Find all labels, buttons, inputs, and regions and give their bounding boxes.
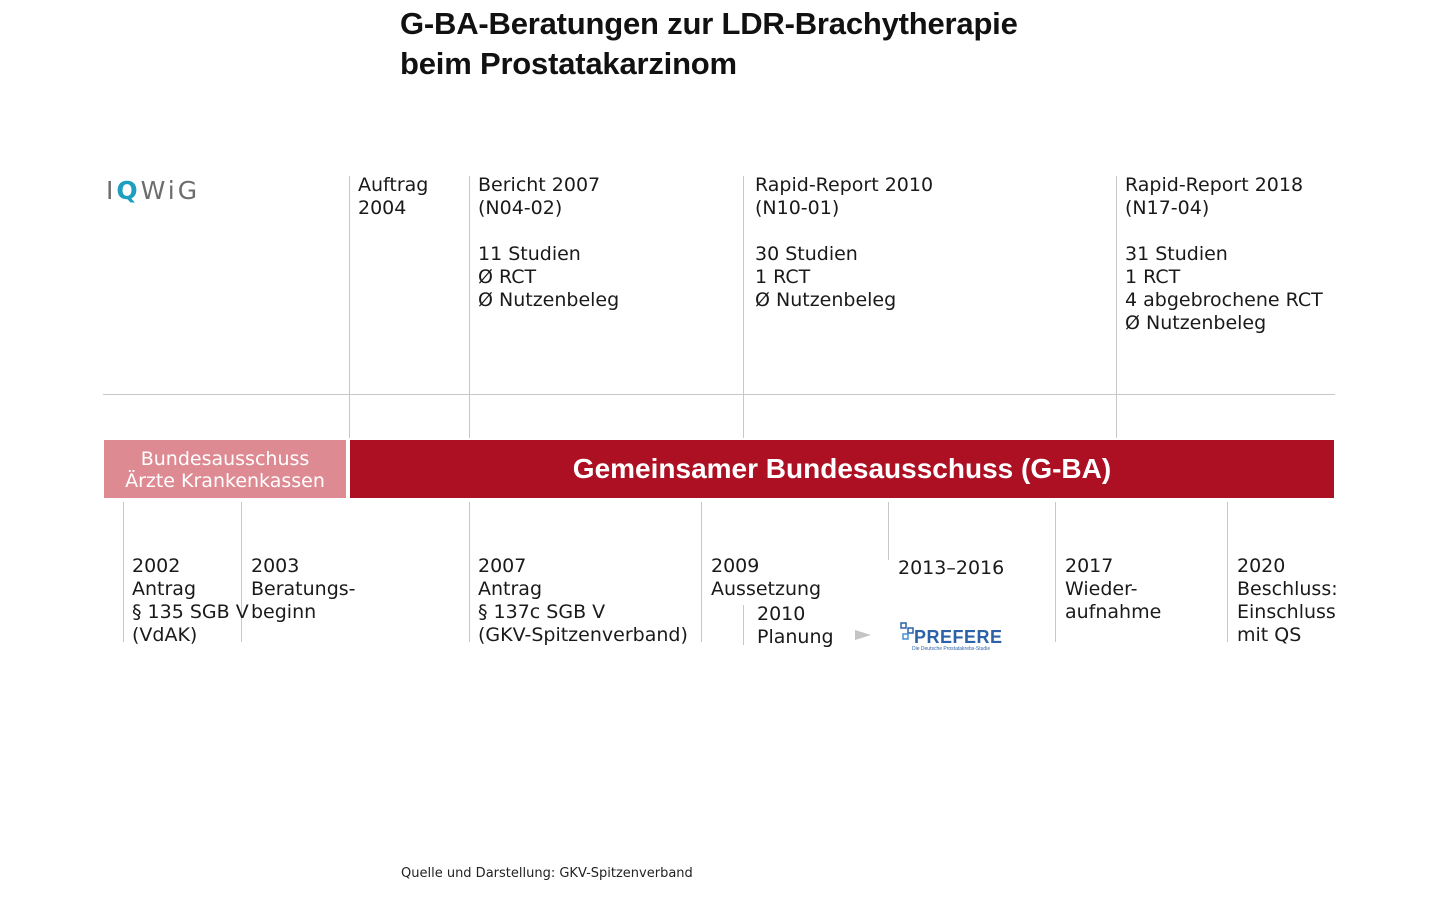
iqwig-entry-bericht-2007: Bericht 2007 (N04-02) 11 Studien Ø RCT Ø… (478, 174, 619, 312)
title-line-1: G-BA-Beratungen zur LDR-Brachytherapie (400, 6, 1018, 41)
iqwig-entry-rapid-report-2018: Rapid-Report 2018 (N17-04) 31 Studien 1 … (1125, 174, 1323, 335)
divider-line (469, 176, 470, 438)
event-line-text: Planung (757, 626, 834, 648)
bundesausschuss-bar: Bundesausschuss Ärzte Krankenkassen (104, 440, 346, 498)
entry-detail: 1 RCT (755, 266, 811, 288)
event-line (888, 502, 889, 560)
divider-line (1116, 176, 1117, 438)
prefere-name: PREFERE (914, 627, 1003, 647)
title-line-2: beim Prostatakarzinom (400, 46, 737, 81)
entry-line: Rapid-Report 2010 (755, 174, 934, 196)
event-line-text: Antrag (132, 578, 197, 600)
entry-detail: 30 Studien (755, 243, 858, 265)
divider-line (349, 176, 350, 438)
event-line-text: beginn (251, 601, 317, 623)
event-line-text: Antrag (478, 578, 543, 600)
source-note: Quelle und Darstellung: GKV-Spitzenverba… (401, 866, 693, 881)
event-2010: 2010 Planung (757, 603, 834, 649)
entry-detail: Ø RCT (478, 266, 537, 288)
gba-bar: Gemeinsamer Bundesausschuss (G-BA) (350, 440, 1334, 498)
event-line (469, 502, 470, 642)
entry-detail: Ø Nutzenbeleg (1125, 312, 1267, 334)
chart-title: G-BA-Beratungen zur LDR-Brachytherapie b… (400, 4, 1018, 84)
event-2013-2016: 2013–2016 (898, 557, 1004, 580)
event-line-text: 2010 (757, 603, 806, 625)
event-2009: 2009 Aussetzung (711, 555, 821, 601)
iqwig-logo: IQWiG (106, 176, 200, 205)
event-line (241, 502, 242, 642)
iqwig-logo-i: I (106, 176, 117, 205)
entry-line: (N10-01) (755, 197, 840, 219)
entry-detail: 31 Studien (1125, 243, 1228, 265)
event-line-text: mit QS (1237, 624, 1302, 646)
iqwig-logo-wig: WiG (140, 176, 201, 205)
event-line-text: 2002 (132, 555, 181, 577)
event-line-text: § 137c SGB V (478, 601, 606, 623)
iqwig-entry-rapid-report-2010: Rapid-Report 2010 (N10-01) 30 Studien 1 … (755, 174, 933, 312)
iqwig-entry-auftrag: Auftrag 2004 (358, 174, 428, 220)
event-line-text: Beschluss: (1237, 578, 1338, 600)
event-line-text: Beratungs- (251, 578, 356, 600)
entry-detail: Ø Nutzenbeleg (478, 289, 620, 311)
entry-line: Rapid-Report 2018 (1125, 174, 1304, 196)
event-2020: 2020 Beschluss: Einschluss mit QS (1237, 555, 1338, 647)
event-line (1227, 502, 1228, 642)
event-line-text: (GKV-Spitzenverband) (478, 624, 688, 646)
divider-line (743, 176, 744, 438)
entry-detail: Ø Nutzenbeleg (755, 289, 897, 311)
event-line-text: aufnahme (1065, 601, 1162, 623)
bar-left-line-2: Ärzte Krankenkassen (125, 470, 325, 492)
entry-line: 2004 (358, 197, 407, 219)
prefere-symbol-icon (900, 622, 914, 640)
iqwig-logo-q: Q (116, 176, 141, 205)
event-2007: 2007 Antrag § 137c SGB V (GKV-Spitzenver… (478, 555, 688, 647)
entry-detail: 11 Studien (478, 243, 581, 265)
entry-detail: 1 RCT (1125, 266, 1181, 288)
bar-left-line-1: Bundesausschuss (140, 448, 310, 470)
entry-line: Bericht 2007 (478, 174, 601, 196)
event-line-text: 2003 (251, 555, 300, 577)
prefere-subtitle: Die Deutsche Prostatakrebs-Studie (912, 646, 991, 652)
event-line (1055, 502, 1056, 642)
event-line-text: § 135 SGB V (132, 601, 249, 623)
event-line (743, 605, 744, 645)
entry-detail: 4 abgebrochene RCT (1125, 289, 1323, 311)
event-2017: 2017 Wieder- aufnahme (1065, 555, 1161, 624)
event-line (123, 502, 124, 642)
event-line-text: (VdAK) (132, 624, 198, 646)
event-2003: 2003 Beratungs- beginn (251, 555, 356, 624)
event-line-text: 2007 (478, 555, 527, 577)
event-line-text: Einschluss (1237, 601, 1336, 623)
entry-line: (N17-04) (1125, 197, 1210, 219)
event-line-text: 2020 (1237, 555, 1286, 577)
arrow-right-icon (855, 630, 871, 640)
event-line-text: Aussetzung (711, 578, 822, 600)
prefere-logo: PREFERE Die Deutsche Prostatakrebs-Studi… (900, 620, 1002, 654)
event-line-text: Wieder- (1065, 578, 1138, 600)
event-line-text: 2013–2016 (898, 557, 1005, 579)
iqwig-baseline (103, 394, 1335, 395)
entry-line: (N04-02) (478, 197, 563, 219)
event-2002: 2002 Antrag § 135 SGB V (VdAK) (132, 555, 249, 647)
event-line-text: 2009 (711, 555, 760, 577)
entry-line: Auftrag (358, 174, 429, 196)
event-line (701, 502, 702, 642)
event-line-text: 2017 (1065, 555, 1114, 577)
